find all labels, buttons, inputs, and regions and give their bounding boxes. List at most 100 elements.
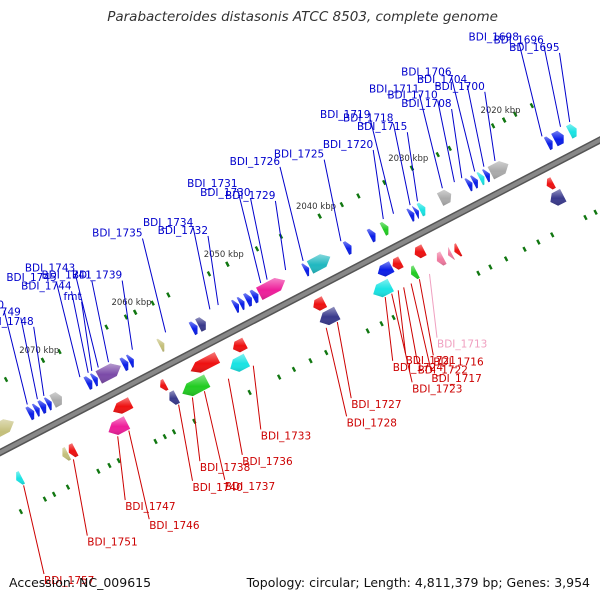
gene-label: BDI_1743 — [25, 263, 75, 275]
ruler-tick-upper — [447, 145, 452, 152]
ruler-tick-lower — [18, 508, 24, 515]
gene-label: BDI_1717 — [431, 373, 481, 385]
label-leader-line — [369, 119, 394, 214]
ruler-tick-upper — [123, 314, 129, 320]
ruler-tick-lower — [171, 429, 177, 435]
label-leader-line — [418, 94, 443, 189]
gene-label: BDI_1748 — [0, 316, 34, 328]
ruler-tick-lower — [247, 389, 252, 396]
ruler-tick-upper — [435, 151, 440, 158]
label-leader-line — [518, 42, 543, 137]
reverse-gene — [190, 352, 221, 373]
label-leader-line — [91, 280, 109, 363]
gene-label: BDI_1750 — [0, 300, 4, 312]
label-leader-line — [192, 227, 211, 310]
ruler-major-tick — [317, 213, 322, 219]
forward-gene — [156, 338, 165, 352]
ruler-tick-lower — [153, 438, 158, 445]
ruler-tick-lower — [324, 349, 329, 356]
forward-gene — [90, 373, 98, 387]
reverse-gene — [546, 177, 556, 190]
gene-label: BDI_1710 — [387, 90, 437, 102]
reverse-gene — [68, 443, 79, 458]
forward-gene — [49, 392, 62, 408]
forward-gene — [411, 206, 419, 219]
gene-label: BDI_1737 — [225, 481, 275, 493]
label-leader-line — [418, 279, 434, 356]
ruler-tick-lower — [379, 320, 384, 327]
forward-gene — [43, 397, 52, 411]
ruler-tick-upper — [206, 271, 212, 277]
forward-gene — [476, 172, 485, 186]
label-leader-line — [20, 317, 38, 400]
gene-label: BDI_1704 — [417, 74, 468, 86]
accession-text: Accession: NC_009615 — [9, 575, 152, 590]
label-leader-line — [227, 378, 243, 455]
forward-gene — [464, 178, 473, 192]
ruler-tick-lower — [503, 256, 509, 262]
label-leader-line — [466, 85, 485, 167]
label-leader-line — [484, 91, 496, 161]
reverse-gene — [373, 278, 394, 298]
gene-label: BDI_1735 — [92, 228, 142, 240]
forward-gene — [188, 321, 198, 336]
gene-label: BDI_1706 — [401, 67, 452, 79]
reverse-gene — [108, 416, 131, 435]
genome-title: Parabacteroides distasonis ATCC 8503, co… — [107, 9, 498, 25]
ruler-tick-lower — [391, 314, 396, 321]
ruler-tick-lower — [291, 366, 297, 373]
ruler-tick-lower — [583, 214, 588, 221]
forward-gene — [566, 124, 577, 139]
ruler-major-tick — [225, 261, 230, 267]
label-leader-line — [178, 404, 193, 481]
label-leader-line — [437, 100, 455, 183]
gene-label: BDI_1729 — [225, 190, 275, 202]
ruler-tick-upper — [513, 111, 518, 118]
gene-label: BDI_1711 — [369, 83, 419, 95]
label-leader-line — [429, 273, 438, 338]
forward-gene — [249, 289, 259, 304]
label-leader-line — [191, 397, 201, 462]
forward-gene — [243, 293, 252, 307]
gene-label: BDI_1713 — [437, 339, 487, 351]
gene-label: BDI_1718 — [343, 113, 393, 125]
label-leader-line — [72, 459, 88, 536]
reverse-gene — [448, 247, 455, 260]
ruler-label: 2020 kbp — [480, 106, 520, 116]
reverse-gene — [377, 261, 395, 277]
label-leader-line — [451, 109, 463, 179]
forward-gene — [379, 222, 389, 236]
ruler-tick-lower — [162, 433, 168, 440]
gene-label: BDI_1726 — [230, 156, 281, 168]
label-leader-line — [451, 77, 476, 172]
ruler-tick-upper — [529, 102, 535, 109]
gene-label: BDI_1736 — [242, 456, 293, 468]
label-leader-line — [391, 293, 413, 383]
ruler-tick-upper — [104, 324, 109, 330]
reverse-gene — [160, 379, 169, 391]
label-leader-line — [33, 326, 45, 396]
reverse-gene — [182, 374, 211, 397]
gene-label: BDI_1721 — [406, 355, 456, 367]
ruler-tick-lower — [365, 328, 370, 334]
gene-label: BDI_1731 — [187, 178, 237, 190]
ruler-label: 2040 kbp — [296, 202, 336, 212]
label-leader-line — [403, 287, 419, 364]
label-leader-line — [23, 485, 45, 575]
label-leader-line — [56, 283, 81, 378]
forward-gene — [25, 406, 35, 421]
ruler-tick-lower — [116, 457, 121, 464]
ruler-tick-upper — [339, 201, 345, 208]
gene-label: BDI_1725 — [274, 149, 324, 161]
gene-label: BDI_1744 — [21, 280, 72, 292]
forward-gene — [551, 130, 564, 147]
reverse-gene — [233, 337, 248, 353]
gene-label: BDI_1739 — [72, 270, 122, 282]
ruler-tick-upper — [254, 246, 260, 252]
gene-label: BDI_1745 — [6, 272, 56, 284]
label-leader-line — [397, 290, 407, 355]
label-leader-line — [71, 291, 89, 373]
label-leader-line — [203, 391, 226, 480]
